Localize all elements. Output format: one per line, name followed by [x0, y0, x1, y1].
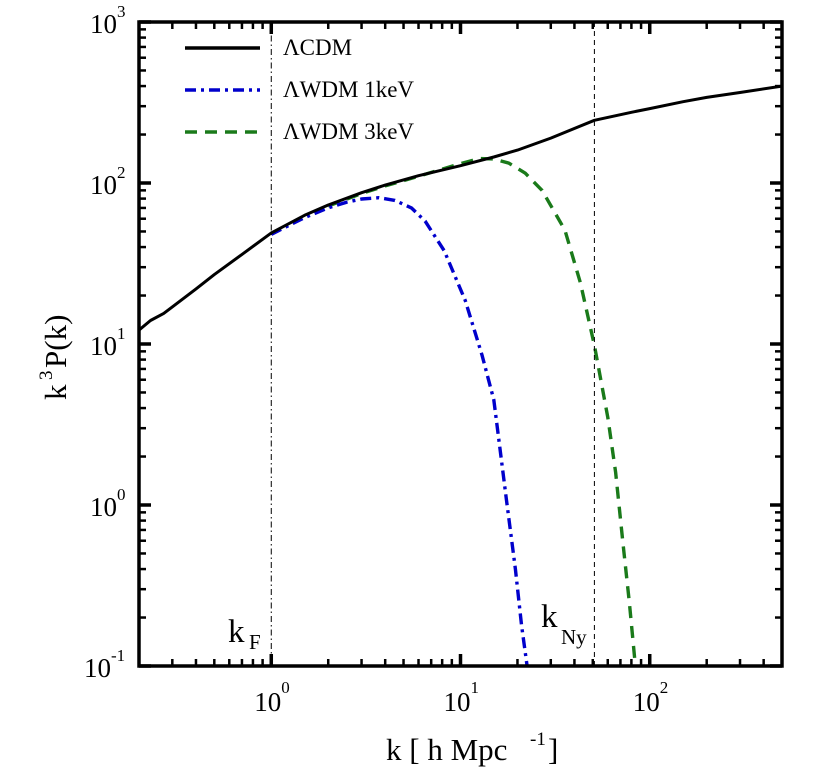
- y-tick-label-base: 10: [90, 170, 117, 200]
- legend-label-lcdm: ΛCDM: [283, 35, 352, 60]
- reference-lines-layer: [270, 22, 595, 666]
- y-tick-label-exp: -1: [111, 646, 125, 665]
- x-axis-title-sup: -1: [530, 729, 546, 750]
- y-tick-label-exp: 2: [117, 163, 126, 182]
- y-tick-label-base: 10: [90, 9, 117, 39]
- plot-border: [137, 20, 784, 668]
- y-tick-label-base: 10: [90, 492, 117, 522]
- y-axis-title-pre: k: [38, 384, 73, 400]
- x-tick-label: 10 0: [254, 678, 290, 717]
- annotation-kny-k: k: [541, 599, 558, 635]
- annotation-kf: k F: [228, 614, 261, 654]
- legend: ΛCDM ΛWDM 1keV ΛWDM 3keV: [185, 35, 414, 144]
- y-tick-label: 10 1: [90, 324, 126, 361]
- x-axis-title-base: k [ h Mpc: [386, 732, 507, 767]
- y-tick-label: 10 -1: [84, 646, 125, 683]
- ticks-layer: 10 0 10 1 10 210 -110 010 110 210 3: [84, 2, 784, 717]
- x-tick-label-base: 10: [633, 687, 660, 717]
- y-tick-label-exp: 0: [117, 485, 126, 504]
- y-tick-label-base: 10: [90, 331, 117, 361]
- series-line-0: [139, 84, 782, 332]
- series-line-1: [270, 195, 529, 666]
- axes-frame: [137, 20, 784, 668]
- annotation-kny: k Ny: [541, 599, 587, 649]
- annotation-kny-sub: Ny: [561, 625, 587, 649]
- y-tick-label-exp: 3: [117, 2, 126, 21]
- annotation-kf-k: k: [228, 614, 245, 650]
- y-axis-title: k 3 P(k): [36, 315, 73, 400]
- x-tick-label-base: 10: [444, 687, 471, 717]
- legend-label-lwdm-1kev: ΛWDM 1keV: [283, 77, 414, 102]
- y-tick-label: 10 2: [90, 163, 126, 200]
- x-tick-label-exp: 1: [471, 678, 480, 697]
- y-tick-label-base: 10: [84, 653, 111, 683]
- curves-layer: [139, 84, 782, 666]
- series-line-2: [327, 156, 638, 666]
- x-tick-label-base: 10: [254, 687, 281, 717]
- x-tick-label: 10 1: [444, 678, 480, 717]
- x-axis-title-tail: ]: [548, 732, 558, 767]
- x-tick-label-exp: 2: [660, 678, 669, 697]
- x-axis-title: k [ h Mpc -1 ]: [386, 729, 558, 767]
- y-axis-title-sup: 3: [36, 371, 57, 381]
- annotation-kf-sub: F: [249, 630, 261, 654]
- y-tick-label: 10 0: [90, 485, 126, 522]
- y-tick-label: 10 3: [90, 2, 126, 39]
- x-tick-label-exp: 0: [281, 678, 290, 697]
- legend-label-lwdm-3kev: ΛWDM 3keV: [283, 119, 414, 144]
- y-tick-label-exp: 1: [117, 324, 126, 343]
- x-tick-label: 10 2: [633, 678, 669, 717]
- y-axis-title-post: P(k): [38, 315, 73, 368]
